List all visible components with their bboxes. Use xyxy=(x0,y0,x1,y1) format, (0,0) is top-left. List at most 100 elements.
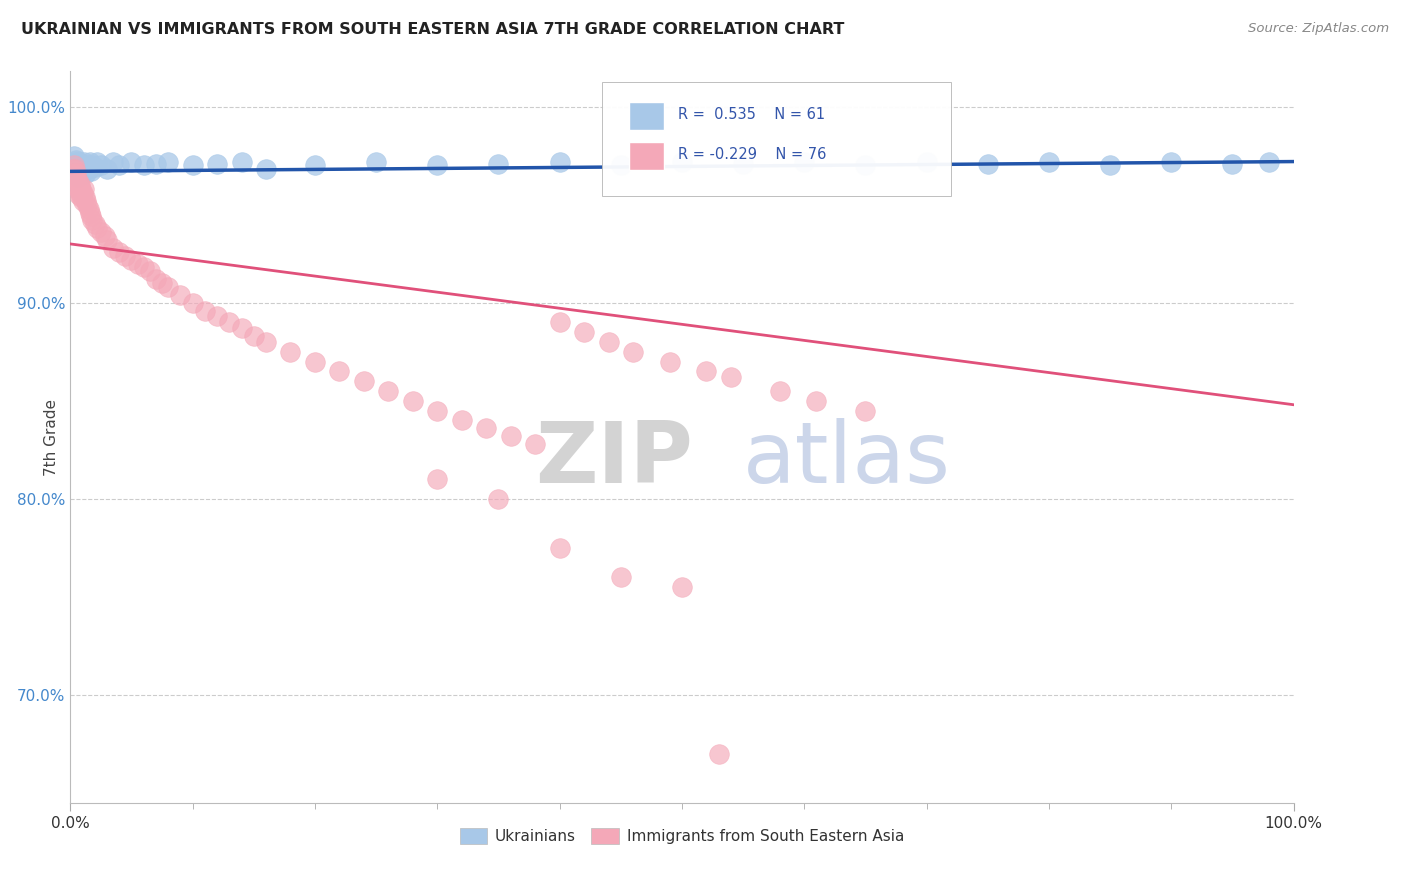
Point xyxy=(488,491,510,506)
Point xyxy=(90,225,112,239)
Point xyxy=(65,170,87,185)
Point xyxy=(610,159,633,173)
Point xyxy=(150,276,173,290)
Point xyxy=(69,186,91,200)
Point xyxy=(671,580,693,594)
Text: atlas: atlas xyxy=(744,417,950,500)
Point xyxy=(82,213,104,227)
Text: R =  0.535    N = 61: R = 0.535 N = 61 xyxy=(678,107,825,122)
Point xyxy=(75,166,97,180)
Point xyxy=(976,156,998,170)
Point xyxy=(488,156,510,170)
Point xyxy=(114,249,136,263)
Point xyxy=(548,315,571,329)
Text: Source: ZipAtlas.com: Source: ZipAtlas.com xyxy=(1249,22,1389,36)
Point xyxy=(598,334,620,349)
Point xyxy=(218,315,240,329)
Point xyxy=(621,344,644,359)
Text: R = -0.229    N = 76: R = -0.229 N = 76 xyxy=(678,147,827,162)
Point xyxy=(127,256,149,270)
Point xyxy=(572,325,595,339)
Point xyxy=(66,174,89,188)
Point xyxy=(70,169,93,183)
Text: ZIP: ZIP xyxy=(536,417,693,500)
Point xyxy=(73,161,96,175)
Point xyxy=(72,194,94,208)
Point xyxy=(96,162,118,177)
Point xyxy=(855,403,877,417)
Point xyxy=(67,176,90,190)
Point xyxy=(121,252,143,267)
Bar xyxy=(630,102,664,130)
Point xyxy=(75,194,97,208)
Point xyxy=(304,159,326,173)
Point xyxy=(426,403,449,417)
Point xyxy=(73,154,96,169)
Point xyxy=(132,260,155,275)
Point xyxy=(101,154,124,169)
Point xyxy=(707,747,730,761)
Legend: Ukrainians, Immigrants from South Eastern Asia: Ukrainians, Immigrants from South Easter… xyxy=(454,822,910,850)
Point xyxy=(63,166,86,180)
Point xyxy=(65,164,87,178)
Point xyxy=(280,344,302,359)
Point xyxy=(806,393,828,408)
Point xyxy=(63,169,86,183)
Point xyxy=(67,187,90,202)
Point xyxy=(77,202,100,216)
Point xyxy=(1258,154,1281,169)
Point xyxy=(793,154,815,169)
Point xyxy=(1220,156,1243,170)
FancyBboxPatch shape xyxy=(602,82,950,195)
Point xyxy=(254,334,277,349)
Point xyxy=(402,393,425,408)
Point xyxy=(63,174,86,188)
Point xyxy=(65,166,87,180)
Point xyxy=(108,159,131,173)
Point xyxy=(915,154,938,169)
Point xyxy=(67,154,90,169)
Point xyxy=(90,159,112,173)
Point xyxy=(62,159,84,173)
Point xyxy=(80,210,103,224)
Point xyxy=(77,162,100,177)
Point xyxy=(66,170,89,185)
Point xyxy=(63,161,86,175)
Point xyxy=(72,159,94,173)
Point xyxy=(450,413,472,427)
Point xyxy=(86,154,108,169)
Point xyxy=(62,162,84,177)
Point xyxy=(73,182,96,196)
Point xyxy=(231,321,253,335)
Point xyxy=(72,162,94,177)
Point xyxy=(205,310,228,324)
Point xyxy=(475,421,498,435)
Point xyxy=(139,264,162,278)
Point xyxy=(63,162,86,177)
Point xyxy=(1038,154,1060,169)
Point xyxy=(96,233,118,247)
Point xyxy=(658,354,681,368)
Point xyxy=(65,178,87,193)
Point xyxy=(82,159,104,173)
Point xyxy=(101,241,124,255)
Point xyxy=(194,303,217,318)
Point xyxy=(695,364,717,378)
Point xyxy=(1099,159,1122,173)
Bar xyxy=(630,143,664,170)
Point xyxy=(70,190,93,204)
Point xyxy=(181,159,204,173)
Point xyxy=(69,178,91,193)
Point xyxy=(80,164,103,178)
Y-axis label: 7th Grade: 7th Grade xyxy=(44,399,59,475)
Point xyxy=(254,162,277,177)
Point xyxy=(671,154,693,169)
Point xyxy=(145,156,167,170)
Point xyxy=(69,164,91,178)
Point xyxy=(66,182,89,196)
Point xyxy=(243,329,266,343)
Point xyxy=(499,429,522,443)
Point xyxy=(83,161,105,175)
Point xyxy=(426,159,449,173)
Point xyxy=(70,156,93,170)
